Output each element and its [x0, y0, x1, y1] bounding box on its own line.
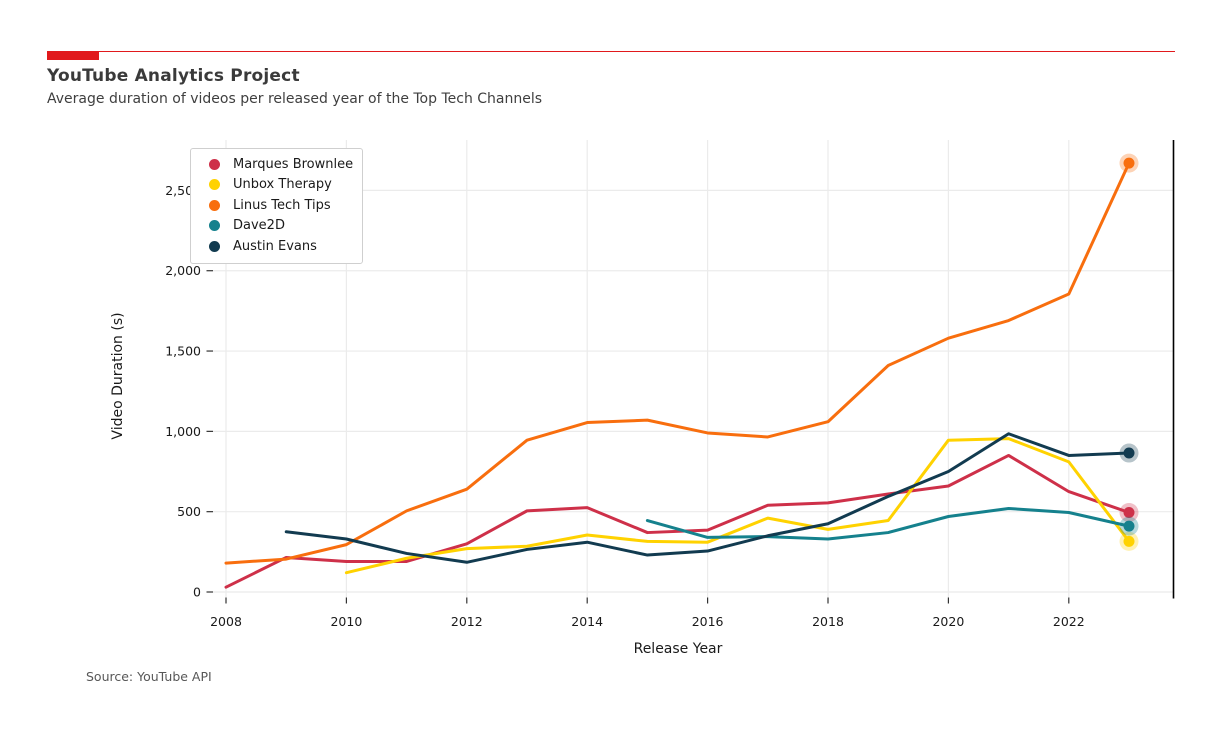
source-note: Source: YouTube API — [86, 669, 212, 684]
x-axis-label: Release Year — [633, 641, 723, 657]
y-tick-label: 0 — [193, 585, 201, 600]
legend-dot-icon — [209, 199, 220, 211]
series-line-marques-brownlee — [224, 453, 1131, 589]
end-marker — [1123, 506, 1135, 518]
header-accent-bar — [47, 51, 99, 60]
page-subtitle: Average duration of videos per released … — [47, 91, 543, 107]
y-tick-label: 2,000 — [165, 263, 201, 278]
y-tick-label: 500 — [177, 504, 201, 519]
legend-item-linus-tech-tips: Linus Tech Tips — [201, 195, 352, 216]
y-tick-label: 1,000 — [165, 424, 201, 439]
series-line-linus-tech-tips — [224, 161, 1131, 565]
page-title: YouTube Analytics Project — [47, 66, 300, 86]
x-tick-label: 2010 — [330, 614, 362, 629]
y-tick-label: 1,500 — [165, 344, 201, 359]
legend-label: Linus Tech Tips — [233, 197, 331, 213]
legend-item-unbox-therapy: Unbox Therapy — [201, 175, 352, 196]
chart-legend: Marques Brownlee Unbox Therapy Linus Tech … — [190, 148, 363, 264]
x-tick-label: 2020 — [932, 614, 964, 629]
legend-label: Austin Evans — [233, 238, 317, 254]
x-tick-label: 2008 — [210, 614, 242, 629]
y-axis-label: Video Duration (s) — [110, 312, 126, 440]
legend-dot-icon — [209, 240, 220, 252]
end-marker — [1123, 535, 1135, 547]
x-tick-label: 2022 — [1053, 614, 1085, 629]
legend-item-marques-brownlee: Marques Brownlee — [201, 154, 354, 175]
legend-dot-icon — [209, 220, 220, 232]
end-marker — [1123, 157, 1135, 169]
series-line-dave2d — [645, 506, 1131, 541]
legend-label: Marques Brownlee — [233, 156, 354, 172]
legend-label: Unbox Therapy — [233, 177, 332, 193]
header-accent-line — [47, 51, 1175, 52]
x-tick-label: 2014 — [571, 614, 603, 629]
legend-label: Dave2D — [233, 218, 285, 234]
x-tick-label: 2012 — [451, 614, 483, 629]
legend-item-dave2d: Dave2D — [201, 216, 352, 237]
legend-item-austin-evans: Austin Evans — [201, 236, 352, 257]
x-tick-label: 2016 — [692, 614, 724, 629]
legend-dot-icon — [209, 179, 220, 191]
legend-dot-icon — [209, 158, 220, 170]
series-line-austin-evans — [284, 432, 1131, 564]
end-marker — [1123, 520, 1135, 532]
x-tick-label: 2018 — [812, 614, 844, 629]
end-marker — [1123, 447, 1135, 459]
